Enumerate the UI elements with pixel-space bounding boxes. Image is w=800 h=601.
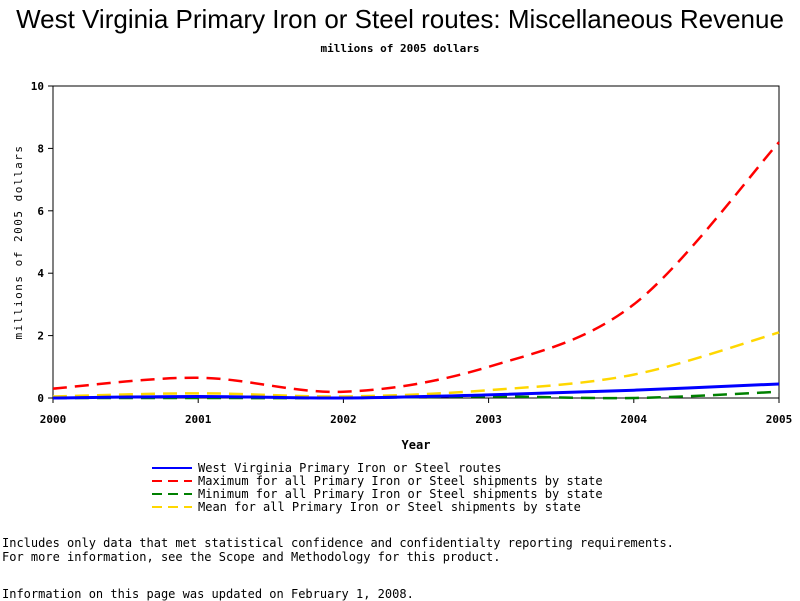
line-chart: 0 2 4 6 8 10 2000 2001 2002 2003 2004 2005 Year milli… (12, 80, 793, 452)
legend-swatch-wv (152, 467, 192, 469)
x-tick-label-2000: 2000 (40, 413, 67, 426)
chart-title: West Virginia Primary Iron or Steel rout… (16, 4, 784, 34)
y-tick-label-10: 10 (31, 80, 44, 93)
legend: West Virginia Primary Iron or Steel rout… (150, 460, 603, 514)
x-tick-label-2005: 2005 (766, 413, 793, 426)
update-notice: Information on this page was updated on … (2, 587, 414, 601)
y-tick-label-0: 0 (37, 392, 44, 405)
y-tick-label-2: 2 (37, 330, 44, 343)
legend-swatch-min (152, 493, 192, 495)
legend-label-min: Minimum for all Primary Iron or Steel sh… (198, 486, 603, 501)
legend-swatch-max (152, 480, 192, 482)
footnote-methodology: For more information, see the Scope and … (2, 550, 501, 564)
y-tick-label-8: 8 (37, 142, 44, 155)
legend-swatch-mean (152, 506, 192, 508)
plot-frame (52, 85, 780, 399)
series-line-max (52, 141, 780, 394)
legend-item-wv: West Virginia Primary Iron or Steel rout… (150, 460, 603, 475)
series-line-wv (52, 382, 780, 400)
x-tick-label-2002: 2002 (330, 413, 357, 426)
x-tick-label-2003: 2003 (475, 413, 502, 426)
x-axis-label: Year (402, 438, 431, 452)
legend-item-mean: Mean for all Primary Iron or Steel shipm… (150, 499, 603, 514)
legend-label-wv: West Virginia Primary Iron or Steel rout… (198, 460, 502, 475)
x-tick-label-2004: 2004 (621, 413, 648, 426)
legend-item-min: Minimum for all Primary Iron or Steel sh… (150, 486, 603, 501)
legend-label-max: Maximum for all Primary Iron or Steel sh… (198, 473, 603, 488)
legend-label-mean: Mean for all Primary Iron or Steel shipm… (198, 499, 581, 514)
footnote-confidence: Includes only data that met statistical … (2, 536, 674, 550)
y-tick-label-6: 6 (37, 205, 44, 218)
series-line-mean (52, 331, 780, 398)
y-axis-label: millions of 2005 dollars (12, 145, 25, 340)
x-tick-label-2001: 2001 (185, 413, 212, 426)
y-tick-label-4: 4 (37, 267, 44, 280)
legend-item-max: Maximum for all Primary Iron or Steel sh… (150, 473, 603, 488)
footnotes: Includes only data that met statistical … (2, 536, 674, 564)
chart-subtitle: millions of 2005 dollars (320, 42, 480, 55)
